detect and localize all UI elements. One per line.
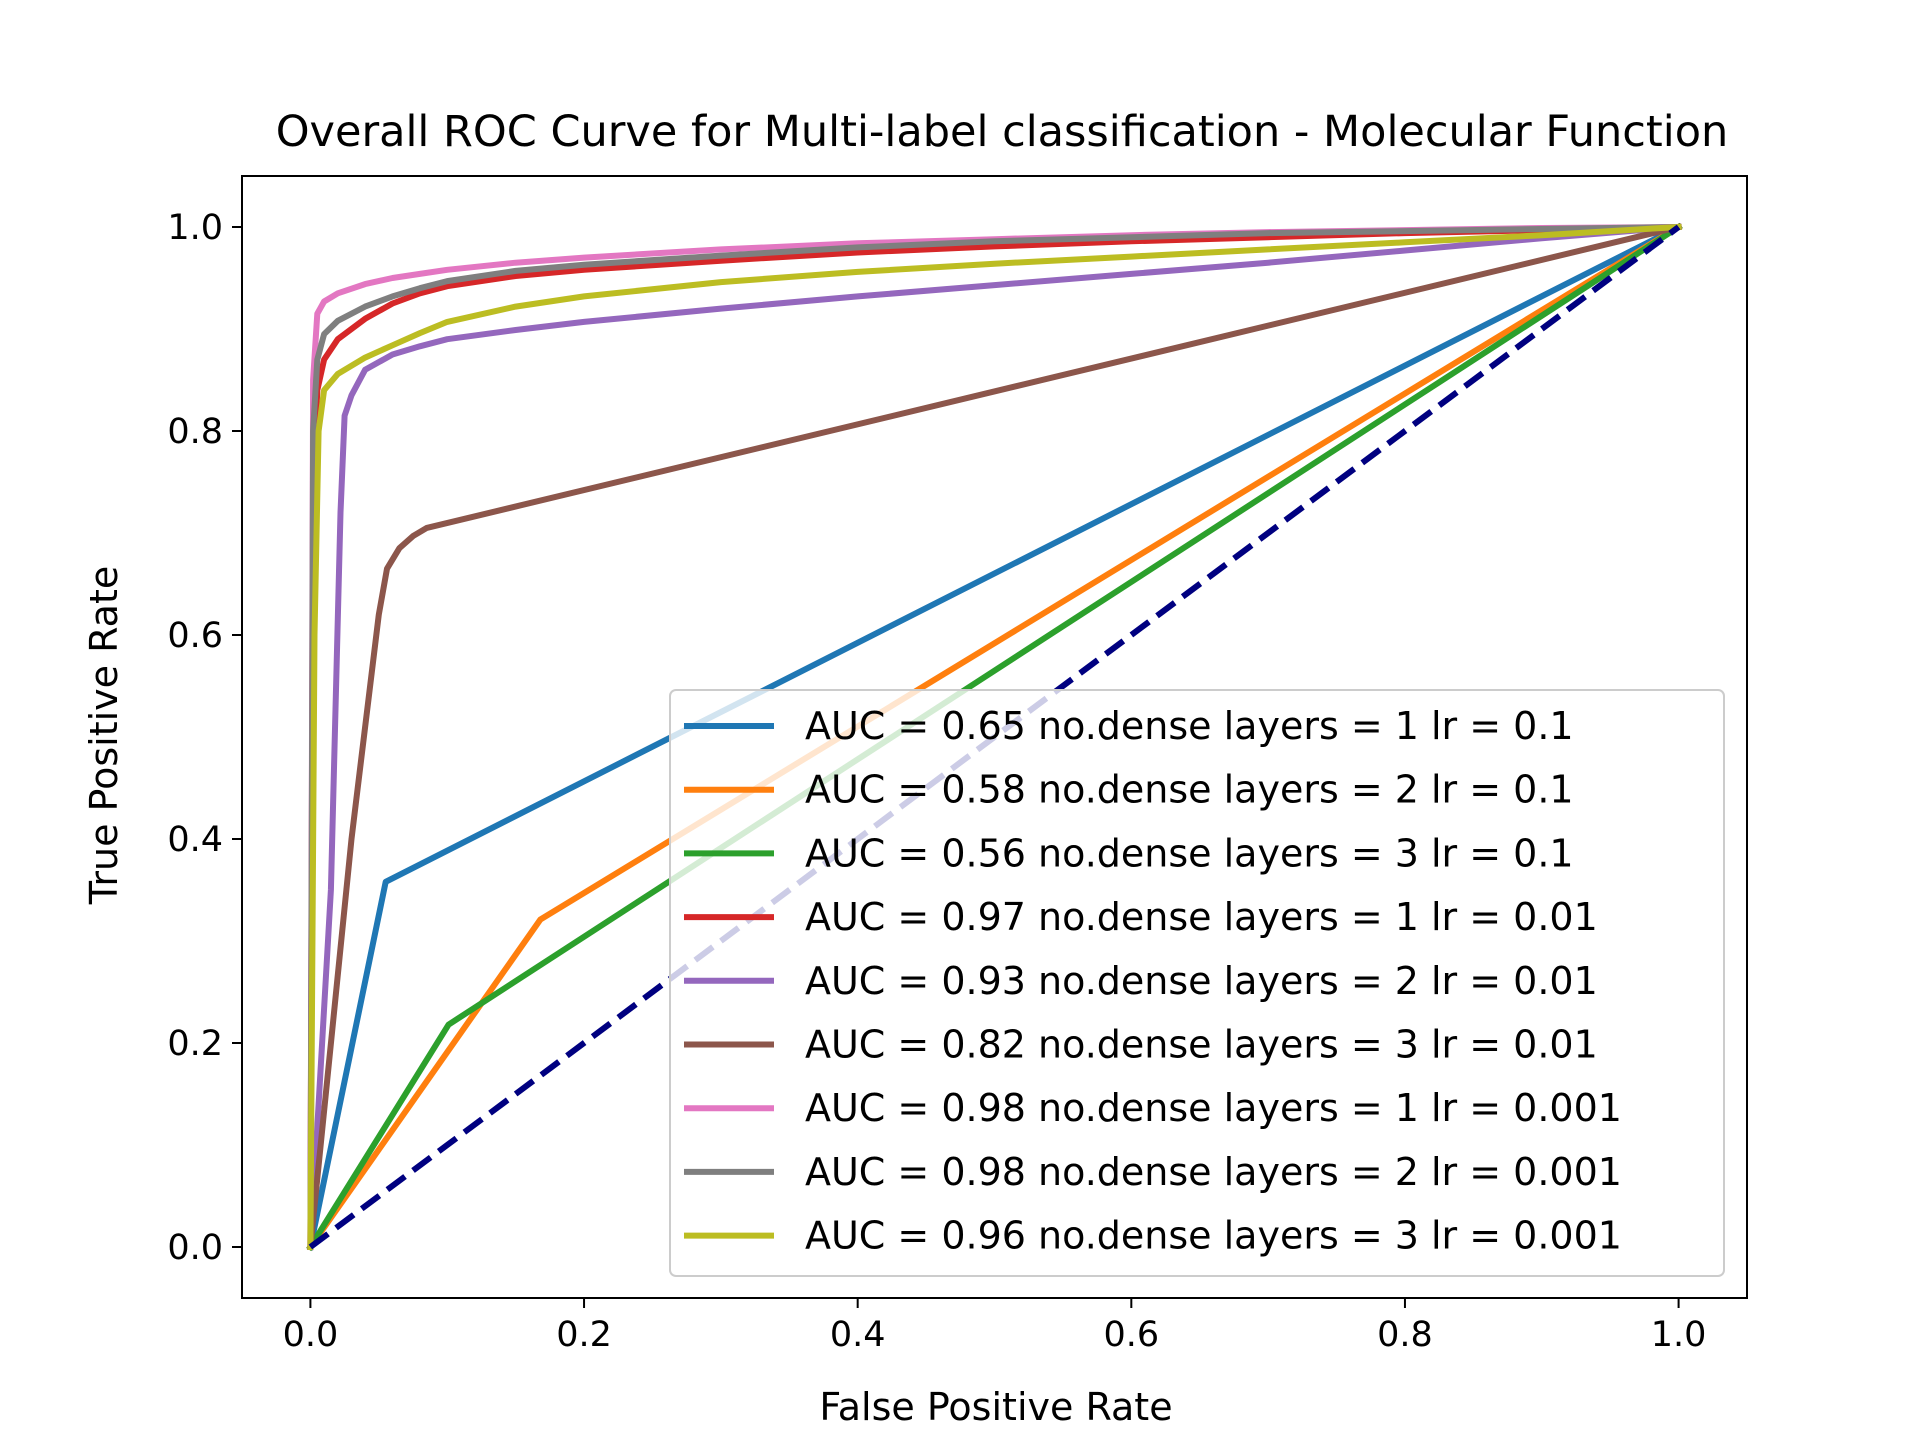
x-tick-label-4: 0.6	[1103, 1315, 1159, 1355]
y-tick-label-2: 0.2	[167, 1024, 223, 1064]
plot-area	[306, 222, 1683, 1252]
legend-label-9: AUC = 0.96 no.dense layers = 3 lr = 0.00…	[805, 1214, 1622, 1258]
legend-label-6: AUC = 0.82 no.dense layers = 3 lr = 0.01	[805, 1023, 1598, 1067]
y-tick-label-5: 0.8	[167, 412, 223, 452]
legend-label-1: AUC = 0.65 no.dense layers = 1 lr = 0.1	[805, 704, 1574, 748]
legend: AUC = 0.65 no.dense layers = 1 lr = 0.1 A…	[669, 689, 1725, 1277]
series-line-4	[307, 223, 1682, 1251]
y-tick-label-6: 1.0	[167, 208, 223, 248]
legend-box	[669, 689, 1725, 1277]
x-tick-label-1: 0.0	[283, 1315, 339, 1355]
chart-title: Overall ROC Curve for Multi-label classi…	[276, 107, 1729, 157]
series-line-1	[306, 222, 1683, 1251]
x-tick-label-3: 0.4	[830, 1315, 886, 1355]
legend-label-2: AUC = 0.58 no.dense layers = 2 lr = 0.1	[805, 768, 1574, 812]
x-tick-label-2: 0.2	[556, 1315, 612, 1355]
legend-label-7: AUC = 0.98 no.dense layers = 1 lr = 0.00…	[805, 1086, 1622, 1130]
series-line-6	[307, 223, 1683, 1251]
y-tick-label-1: 0.0	[167, 1228, 223, 1268]
x-tick-label-6: 1.0	[1651, 1315, 1707, 1355]
x-tick-label-5: 0.8	[1377, 1315, 1433, 1355]
legend-label-3: AUC = 0.56 no.dense layers = 3 lr = 0.1	[805, 831, 1574, 875]
axes-frame	[241, 175, 1748, 1299]
y-tick-label-3: 0.4	[167, 820, 223, 860]
y-tick-label-4: 0.6	[167, 616, 223, 656]
series-line-5	[307, 223, 1682, 1251]
legend-label-8: AUC = 0.98 no.dense layers = 2 lr = 0.00…	[805, 1150, 1622, 1194]
y-axis-label: True Positive Rate	[82, 566, 126, 906]
series-line-2	[306, 222, 1683, 1252]
legend-label-4: AUC = 0.97 no.dense layers = 1 lr = 0.01	[805, 895, 1598, 939]
legend-label-5: AUC = 0.93 no.dense layers = 2 lr = 0.01	[805, 959, 1598, 1003]
axes: 0.0 0.2 0.4 0.6 0.8 1.0 0.0 0.2 0.4 0.6 0.8 1.0	[167, 175, 1748, 1355]
series-line-8	[307, 223, 1682, 1251]
series-line-9	[307, 223, 1682, 1251]
x-axis-label: False Positive Rate	[819, 1385, 1172, 1429]
series-line-3	[306, 222, 1683, 1252]
